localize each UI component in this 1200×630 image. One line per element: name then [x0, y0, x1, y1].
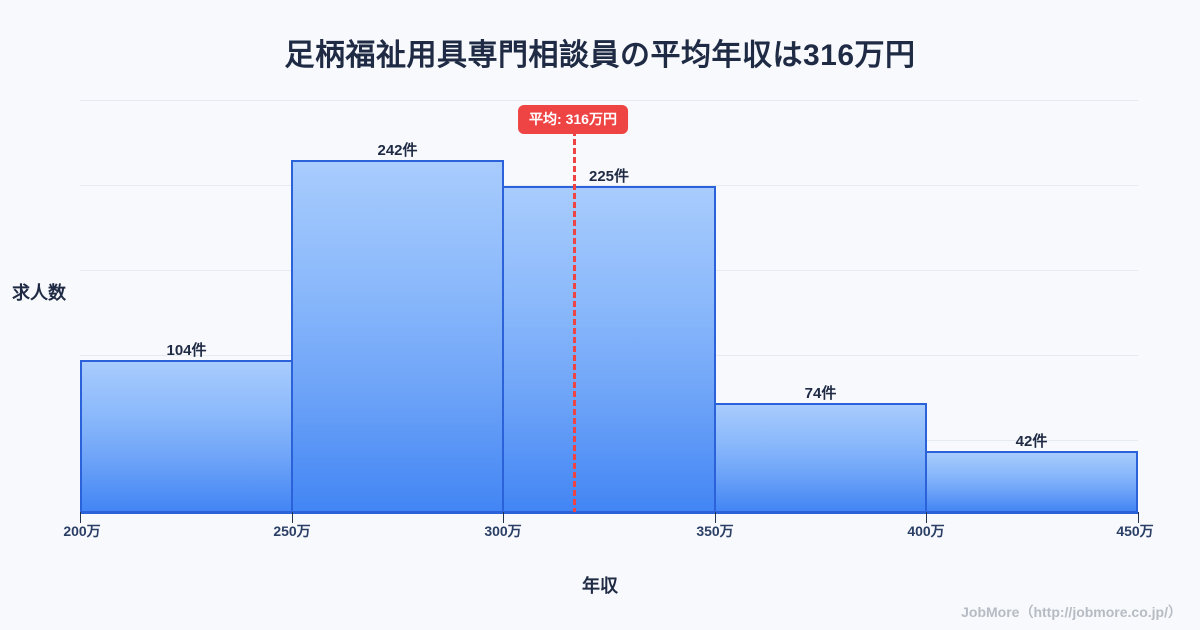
plot-area: 104件 242件 225件 74件 42件 [80, 100, 1138, 513]
bar-value-label-4: 42件 [1015, 433, 1048, 450]
x-axis-tick [503, 512, 504, 523]
bar-bin-3[interactable] [714, 403, 927, 513]
x-axis-tick-label-4: 400万 [907, 523, 945, 539]
gridline [80, 100, 1138, 101]
gridline [80, 185, 1138, 186]
bar-bin-4[interactable] [925, 451, 1138, 513]
average-dashed-line [573, 130, 576, 514]
bar-bin-1[interactable] [291, 160, 504, 513]
x-axis-tick-label-3: 350万 [696, 523, 734, 539]
footer-credit: JobMore（http://jobmore.co.jp/） [961, 604, 1182, 620]
bar-value-label-3: 74件 [804, 385, 837, 402]
bar-bin-2[interactable] [502, 186, 716, 513]
x-axis-title: 年収 [582, 576, 618, 596]
x-axis-line [80, 512, 1138, 514]
x-axis-tick-label-2: 300万 [484, 523, 522, 539]
chart-title: 足柄福祉用具専門相談員の平均年収は316万円 [284, 39, 916, 72]
x-axis-tick-label-0: 200万 [63, 523, 101, 539]
x-axis-tick-label-1: 250万 [273, 523, 311, 539]
bar-value-label-1: 242件 [377, 142, 418, 159]
x-axis-tick [926, 512, 927, 523]
bar-value-label-2: 225件 [588, 168, 630, 185]
y-axis-title: 求人数 [12, 283, 66, 303]
x-axis-tick [715, 512, 716, 523]
x-axis-tick [1138, 512, 1139, 523]
bar-value-label-0: 104件 [166, 342, 207, 359]
x-axis-tick [292, 512, 293, 523]
x-axis-tick [80, 512, 81, 523]
x-axis-tick-label-5: 450万 [1116, 523, 1154, 539]
average-badge: 平均: 316万円 [518, 105, 628, 134]
bar-bin-0[interactable] [80, 360, 293, 513]
